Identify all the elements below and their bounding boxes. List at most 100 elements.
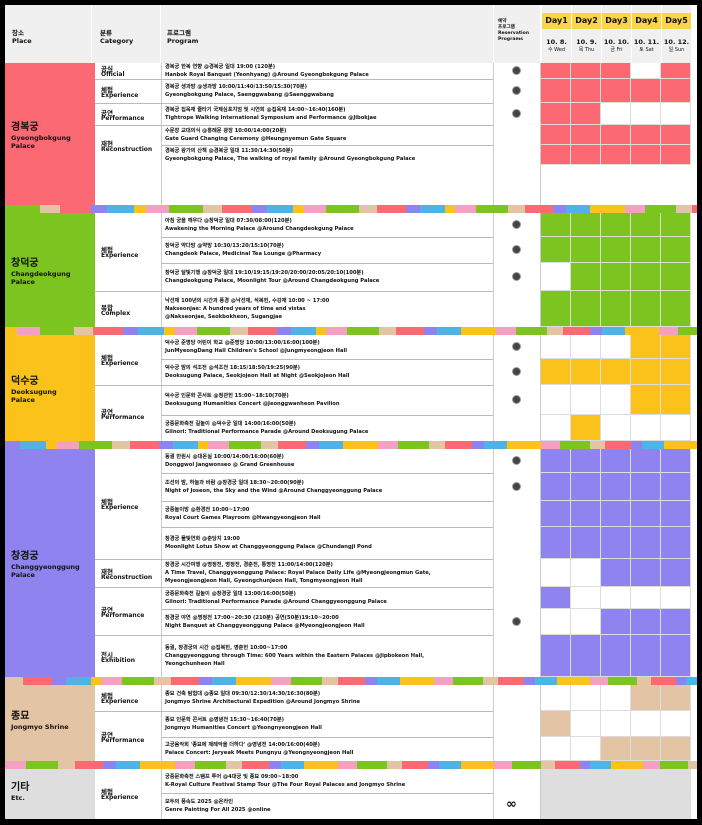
row-divider — [161, 415, 493, 416]
day-weekday: 금 Fri — [610, 47, 623, 53]
day-cell-2-active — [571, 79, 601, 103]
category-en: Experience — [101, 794, 139, 801]
place-name-en-line2: Palace — [11, 142, 35, 150]
row-divider — [161, 635, 493, 636]
reservation-required-icon — [512, 482, 521, 491]
program-title-en: Changdeokgung Palace, Moonlight Tour @Ar… — [165, 278, 380, 284]
reservation-required-icon — [512, 342, 521, 351]
day-cell-3-active — [601, 263, 631, 291]
program-entry: 궁중문화축전 길놀이 @창경궁 일대 13:00/16:00(50분) Gilno… — [165, 590, 493, 606]
day-cell-2-active — [571, 635, 601, 677]
category-accent-strip — [92, 685, 95, 761]
program-title-ko: 경복궁 집옥재 줄타기 국제심포지엄 및 시연회 @집옥재 14:00~16:4… — [165, 107, 346, 113]
program-entry: 낙선재 100년의 시간과 풍경 @낙선재, 석복헌, 수강재 10:00 ~ … — [165, 297, 493, 321]
program-title-en: Genre Painting For All 2025 @online — [165, 807, 271, 813]
category-cell: 공연 Performance — [95, 711, 161, 761]
category-ko: 체험 — [101, 692, 113, 700]
day-cell-4-active — [631, 737, 661, 761]
day-cell-2-active — [571, 263, 601, 291]
column-divider — [493, 213, 494, 327]
program-title-ko: 동궐 만원시 @대온실 10:00/14:00/16:00(60분) — [165, 454, 284, 460]
program-title-en-line2: @Nakseonjae, Seokbokheon, Sugangjae — [165, 314, 283, 320]
category-accent-strip — [92, 449, 95, 677]
day-cell-1-active — [541, 213, 571, 237]
day-cell-1-active — [541, 103, 571, 125]
reservation-required-icon — [512, 220, 521, 229]
program-title-en: Night Banquet at Changgyeonggung Palace … — [165, 623, 365, 629]
program-entry: 궁중놀이방 @환경전 10:00~17:00 Royal Court Games … — [165, 506, 493, 522]
column-divider — [161, 449, 162, 677]
row-divider — [161, 587, 493, 588]
program-entry: 창덕궁 약다방 @약방 10:30/13:20/15:10(70분) Changd… — [165, 242, 493, 258]
category-ko: 공연 — [101, 606, 113, 614]
day-cell-4-active — [631, 769, 661, 793]
day-cell-3-inactive — [601, 711, 631, 737]
day-cell-4-active — [631, 793, 661, 819]
day-cell-5-active — [661, 335, 691, 359]
header-place-en: Place — [12, 37, 32, 45]
schedule-table: 장소 Place 분류 Category 프로그램 Program 예약 프로그… — [5, 5, 697, 819]
day-cell-2-active — [571, 793, 601, 819]
header-category-en: Category — [100, 37, 134, 45]
program-title-ko: 창경궁 물빛연화 @춘당지 19:00 — [165, 536, 240, 542]
program-entry: 동궐, 창경궁의 시간 @집복헌, 영춘헌 10:00~17:00 Changgy… — [165, 644, 493, 668]
reservation-required-icon — [512, 86, 521, 95]
header-reservation-en2: Programs — [498, 37, 523, 42]
header-category-cell: 분류 Category — [92, 5, 160, 63]
column-divider — [493, 63, 494, 205]
day-cell-2-active — [571, 769, 601, 793]
day-cell-2-active — [571, 501, 601, 527]
program-title-en: Moonlight Lotus Show at Changgyeonggung … — [165, 544, 372, 550]
program-entry: 동궐 만원시 @대온실 10:00/14:00/16:00(60분) Donggw… — [165, 453, 493, 469]
day-cell-3-active — [601, 635, 631, 677]
day-cell-2-inactive — [571, 335, 601, 359]
day-cell-2-active — [571, 291, 601, 327]
day-cell-3-active — [601, 125, 631, 145]
category-en: Experience — [101, 698, 139, 705]
day-header-5: Day5 10. 12. 일 Sun — [661, 5, 691, 63]
program-title-ko: 경복궁 왕가의 산책 @경복궁 일대 11:30/14:30(50분) — [165, 148, 293, 154]
program-title-en: Hanbok Royal Banquet (Yeonhyang) @Around… — [165, 72, 369, 78]
day-cell-3-active — [601, 63, 631, 79]
day-cell-2-active — [571, 103, 601, 125]
category-cell: 체험 Experience — [95, 335, 161, 385]
day-cell-3-active — [601, 501, 631, 527]
day-cell-1-active — [541, 63, 571, 79]
day-cell-2-inactive — [571, 711, 601, 737]
category-ko: 공연 — [101, 408, 113, 416]
program-title-en-line2: Myeongjeongjeon Hall, Gyeongchunjeon Hal… — [165, 578, 363, 584]
category-ko: 재현 — [101, 140, 113, 148]
day-cell-4-active — [631, 501, 661, 527]
day-cell-4-inactive — [631, 103, 661, 125]
day-cell-5-active — [661, 473, 691, 501]
category-cell: 체험 Experience — [95, 449, 161, 559]
day-cell-2-active — [571, 449, 601, 473]
reservation-required-icon — [512, 272, 521, 281]
day-date: 10. 8. — [546, 38, 567, 46]
place-cell: 기타 Etc. — [5, 769, 92, 819]
day-cell-1-inactive — [541, 415, 571, 441]
day-cell-1-active — [541, 125, 571, 145]
day-cell-4-active — [631, 685, 661, 711]
day-cell-1-inactive — [541, 685, 571, 711]
decorative-mosaic-strip — [5, 327, 697, 335]
program-entry: 경복궁 왕가의 산책 @경복궁 일대 11:30/14:30(50분) Gyeon… — [165, 147, 493, 163]
day-cell-5-active — [661, 63, 691, 79]
day-cell-3-active — [601, 737, 631, 761]
day-cell-4-active — [631, 473, 661, 501]
program-title-ko: 덕수궁 밤의 석조전 @석조전 18:15/18:50/19:25(90분) — [165, 365, 300, 371]
category-cell: 복합 Complex — [95, 291, 161, 327]
day-cell-3-active — [601, 79, 631, 103]
row-divider — [161, 359, 493, 360]
place-name-en: Gyeongbokgung — [11, 134, 71, 142]
day-cell-4-active — [631, 213, 661, 237]
day-cell-4-active — [631, 385, 661, 415]
column-divider — [493, 449, 494, 677]
section-deoksugung: 덕수궁 Deoksugung Palace 체험 Experience 공연 Perform… — [5, 335, 697, 441]
program-title-en: Gate Guard Changing Ceremony @Heungnyemu… — [165, 136, 347, 142]
day-cell-2-inactive — [571, 559, 601, 587]
program-title-en: Awakening the Morning Palace @Around Cha… — [165, 226, 354, 232]
day-cell-3-inactive — [601, 385, 631, 415]
day-cell-2-inactive — [571, 685, 601, 711]
day-cell-5-active — [661, 291, 691, 327]
